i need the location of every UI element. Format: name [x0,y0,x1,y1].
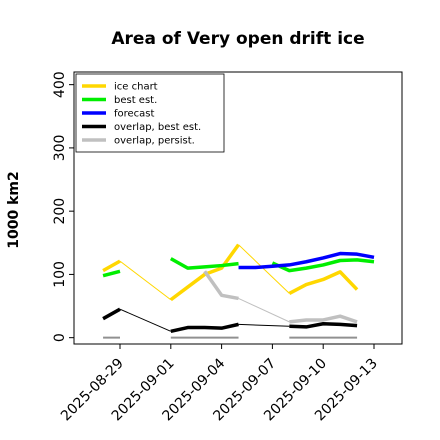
x-axis: 2025-08-292025-09-012025-09-042025-09-07… [58,344,381,424]
series-best-est- [102,257,375,278]
y-tick-label: 200 [52,198,68,225]
legend-label: overlap, persist. [114,136,195,147]
series-line [203,270,239,301]
connector-line [238,244,290,294]
series-line [170,322,239,334]
series-line [169,257,239,270]
connector-line [119,260,172,301]
y-axis: 0 100 200 300 400 [52,71,74,342]
legend-label: best est. [114,95,157,106]
series-line [102,259,121,273]
series-ice-chart [102,243,359,302]
series-line [169,243,240,302]
legend-label: ice chart [114,82,158,93]
y-tick-label: 0 [52,333,68,342]
series-line [289,322,358,329]
series-line [271,258,375,273]
legend-label: overlap, best est. [114,122,201,133]
connector-line [238,323,290,327]
series-line [288,270,359,295]
legend: ice chart best est. forecast overlap, best … [75,73,225,153]
series-overlap-best-est- [102,307,358,334]
y-tick-label: 100 [52,261,68,288]
y-tick-label: 400 [52,71,68,98]
series-line [102,269,121,278]
series-layer [102,243,375,334]
series-line [289,314,358,324]
series-line [102,307,121,321]
chart-title: Area of Very open drift ice [111,29,364,49]
y-axis-label: 1000 km2 [6,171,22,248]
series-overlap-persist- [203,270,358,324]
y-tick-label: 300 [52,135,68,162]
series-forecast [238,251,375,270]
plot-area [73,71,403,345]
series-line [238,251,375,270]
connector-lines [119,244,290,332]
connector-line [238,298,290,323]
legend-label: forecast [114,109,155,120]
connector-line [119,308,171,332]
